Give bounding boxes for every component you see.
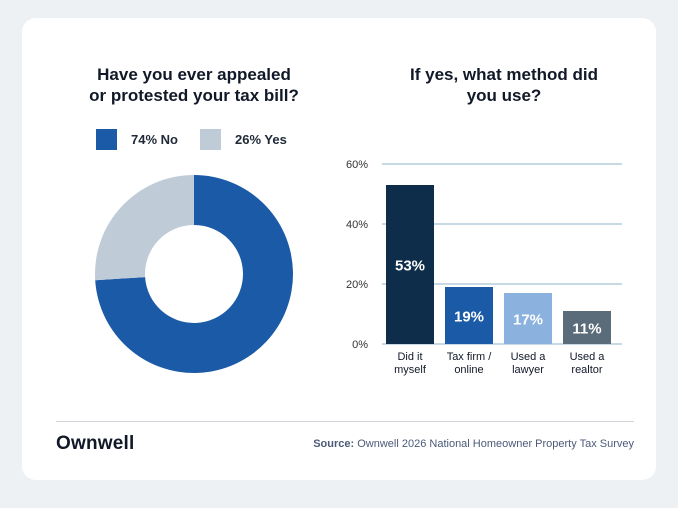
- legend-label-no: 74% No: [131, 132, 178, 147]
- bar-chart-title: If yes, what method did you use?: [410, 65, 598, 105]
- bar-value-label: 53%: [395, 258, 425, 275]
- donut-chart: [95, 175, 294, 373]
- bar: [504, 293, 552, 344]
- bar: [563, 311, 611, 344]
- footer-divider: [56, 421, 634, 422]
- y-tick-label: 60%: [346, 159, 368, 171]
- source-label: Source:: [313, 438, 355, 450]
- legend-item-yes: 26% Yes: [200, 129, 287, 150]
- bar-value-label: 11%: [572, 321, 601, 338]
- legend-swatch-yes: [200, 129, 221, 150]
- x-category-label: Did it: [397, 351, 422, 363]
- y-tick-label: 20%: [346, 279, 368, 291]
- y-tick-label: 40%: [346, 219, 368, 231]
- x-category-label: lawyer: [512, 364, 544, 376]
- x-category-label: myself: [394, 364, 427, 376]
- bar: [386, 185, 434, 344]
- pie-chart-title: Have you ever appealed or protested your…: [89, 65, 299, 105]
- x-category-label: online: [454, 364, 483, 376]
- legend-label-yes: 26% Yes: [235, 132, 287, 147]
- legend-item-no: 74% No: [96, 129, 178, 150]
- chart-card: Have you ever appealed or protested your…: [22, 18, 656, 480]
- x-category-label: Used a: [511, 351, 547, 363]
- source-note: Source: Ownwell 2026 National Homeowner …: [313, 438, 634, 450]
- bar-value-label: 17%: [513, 312, 543, 329]
- bar: [445, 287, 493, 344]
- ownwell-logo: Ownwell: [56, 433, 135, 454]
- bar-value-label: 19%: [454, 309, 484, 326]
- source-text: Ownwell 2026 National Homeowner Property…: [357, 438, 634, 450]
- x-category-label: realtor: [571, 364, 603, 376]
- x-category-label: Tax firm /: [447, 351, 493, 363]
- x-category-label: Used a: [570, 351, 606, 363]
- donut-slice-no: [95, 175, 294, 373]
- legend-swatch-no: [96, 129, 117, 150]
- y-tick-label: 0%: [352, 339, 368, 351]
- donut-slice-yes: [95, 175, 194, 281]
